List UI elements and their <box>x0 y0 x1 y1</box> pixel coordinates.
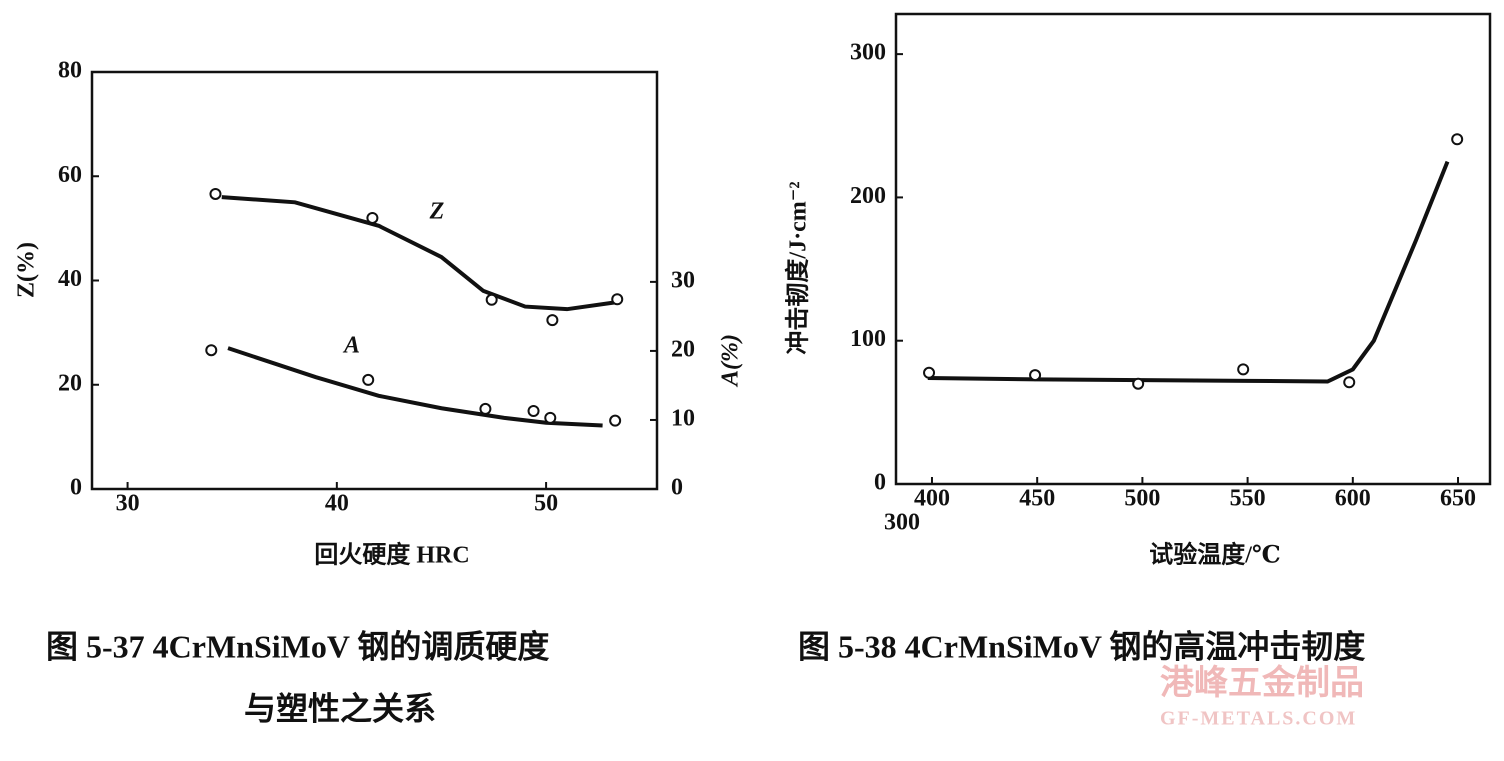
data-point <box>923 366 936 379</box>
data-point <box>1132 377 1145 390</box>
data-point <box>362 373 375 386</box>
data-point <box>546 314 559 327</box>
data-point <box>609 414 622 427</box>
x-axis-label: 试验温度/℃ <box>1149 541 1280 569</box>
fit-curve <box>927 160 1450 384</box>
y-tick-label: 20 <box>58 370 82 396</box>
annotation: 300 <box>884 510 920 536</box>
plot-frame <box>90 70 659 491</box>
x-tick-label: 400 <box>914 486 950 512</box>
y-tick-label: 100 <box>850 326 886 352</box>
data-point <box>611 293 624 306</box>
watermark-url: GF-METALS.COM <box>1160 708 1357 730</box>
x-tick-label: 450 <box>1019 486 1055 512</box>
series-label: Z <box>429 199 445 225</box>
y-tick-label: 200 <box>850 183 886 209</box>
caption: 图 5-38 4CrMnSiMoV 钢的高温冲击韧度 <box>798 628 1365 664</box>
data-point <box>1451 133 1464 146</box>
y-tick-label: 80 <box>58 58 82 84</box>
series-label: A <box>342 333 360 359</box>
x-tick-label: 550 <box>1230 486 1266 512</box>
y2-tick-label: 0 <box>671 475 683 501</box>
x-tick-label: 50 <box>534 491 558 517</box>
data-point <box>1237 363 1250 376</box>
data-point <box>544 411 557 424</box>
data-point <box>527 404 540 417</box>
plot-frame <box>894 12 1492 486</box>
x-tick-label: 500 <box>1124 486 1160 512</box>
y2-axis-label: A(%) <box>718 334 744 388</box>
x-axis-label: 回火硬度 HRC <box>314 541 469 569</box>
y-tick-label: 300 <box>850 40 886 66</box>
data-point <box>1029 369 1042 382</box>
x-tick-label: 650 <box>1440 486 1476 512</box>
x-tick-label: 30 <box>116 491 140 517</box>
data-point <box>366 211 379 224</box>
data-point <box>1343 376 1356 389</box>
fit-curve <box>221 195 616 312</box>
y-tick-label: 0 <box>874 470 886 496</box>
y-tick-label: 40 <box>58 266 82 292</box>
data-point <box>479 402 492 415</box>
x-tick-label: 600 <box>1335 486 1371 512</box>
data-point <box>209 187 222 200</box>
y2-tick-label: 20 <box>671 336 695 362</box>
y-axis-label: 冲击韧度/J·cm⁻² <box>784 181 812 354</box>
caption: 与塑性之关系 <box>244 690 436 726</box>
x-tick-label: 40 <box>325 491 349 517</box>
y-tick-label: 60 <box>58 162 82 188</box>
data-point <box>485 293 498 306</box>
watermark-name: 港峰五金制品 <box>1160 663 1364 702</box>
y-axis-label: Z(%) <box>14 242 40 298</box>
y2-tick-label: 10 <box>671 405 695 431</box>
fit-curve <box>227 346 603 428</box>
caption: 图 5-37 4CrMnSiMoV 钢的调质硬度 <box>46 628 549 664</box>
y-tick-label: 0 <box>70 475 82 501</box>
y2-tick-label: 30 <box>671 267 695 293</box>
data-point <box>205 344 218 357</box>
